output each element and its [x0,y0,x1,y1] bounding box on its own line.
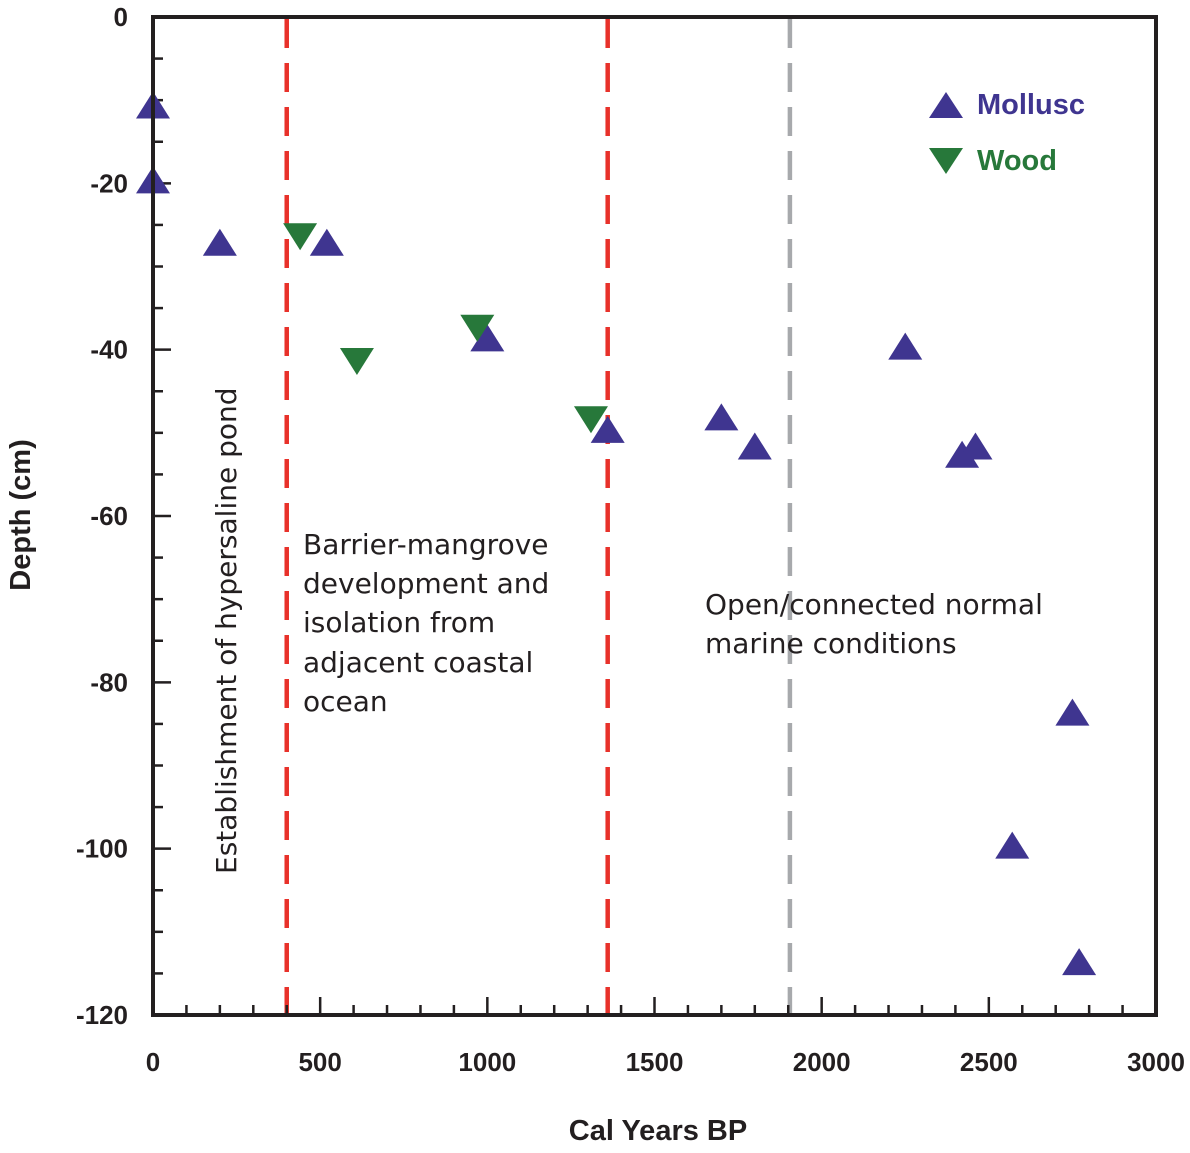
wood-point [460,314,495,342]
annotation-barrier-5: ocean [303,685,388,718]
legend-mollusc-marker [929,92,963,118]
y-tick-label: 0 [114,2,128,32]
mollusc-point [737,432,772,460]
annotation-barrier-1: Barrier-mangrove [303,528,549,561]
data-markers [136,91,1097,976]
mollusc-point [590,415,625,443]
y-axis-title: Depth (cm) [5,439,37,590]
legend-wood-marker [929,148,963,174]
annotation-barrier-4: adjacent coastal [303,646,533,679]
legend: Mollusc Wood [929,89,1085,177]
y-tick-label: -60 [90,501,128,531]
y-tick-label: -80 [90,667,128,697]
y-tick-label: -20 [90,168,128,198]
wood-point [339,347,374,375]
x-tick-label: 2000 [793,1047,851,1077]
x-tick-label: 1500 [626,1047,684,1077]
x-tick-label: 0 [146,1047,160,1077]
legend-wood-label: Wood [977,145,1057,177]
annotation-open-1: Open/connected normal [705,588,1043,621]
mollusc-point [202,228,237,256]
y-tick-label: -120 [76,1000,128,1030]
annotation-barrier-3: isolation from [303,606,495,639]
tick-labels: 0 500 1000 1500 2000 2500 3000 0 -20 -40 -60 -80 -10… [76,2,1185,1077]
mollusc-point [470,324,505,352]
mollusc-point [958,432,993,460]
wood-point [573,406,608,434]
reference-lines [284,19,793,1013]
plot-frame [151,15,1158,1017]
x-tick-label: 500 [298,1047,341,1077]
x-tick-label: 3000 [1127,1047,1185,1077]
x-axis-title: Cal Years BP [569,1115,747,1147]
x-tick-label: 1000 [458,1047,516,1077]
mollusc-point [995,831,1030,859]
annotation-hypersaline: Establishment of hypersaline pond [210,387,243,874]
wood-point [283,223,318,251]
x-tick-label: 2500 [960,1047,1018,1077]
mollusc-point [1062,948,1097,976]
y-tick-label: -100 [76,834,128,864]
mollusc-point [1055,698,1090,726]
mollusc-point [888,332,923,360]
y-tick-label: -40 [90,335,128,365]
annotations: Establishment of hypersaline pond Barrie… [210,387,1043,874]
mollusc-point [309,228,344,256]
mollusc-point [704,403,739,431]
legend-mollusc-label: Mollusc [977,89,1085,121]
annotation-barrier-2: development and [303,567,549,600]
annotation-open-2: marine conditions [705,627,957,660]
